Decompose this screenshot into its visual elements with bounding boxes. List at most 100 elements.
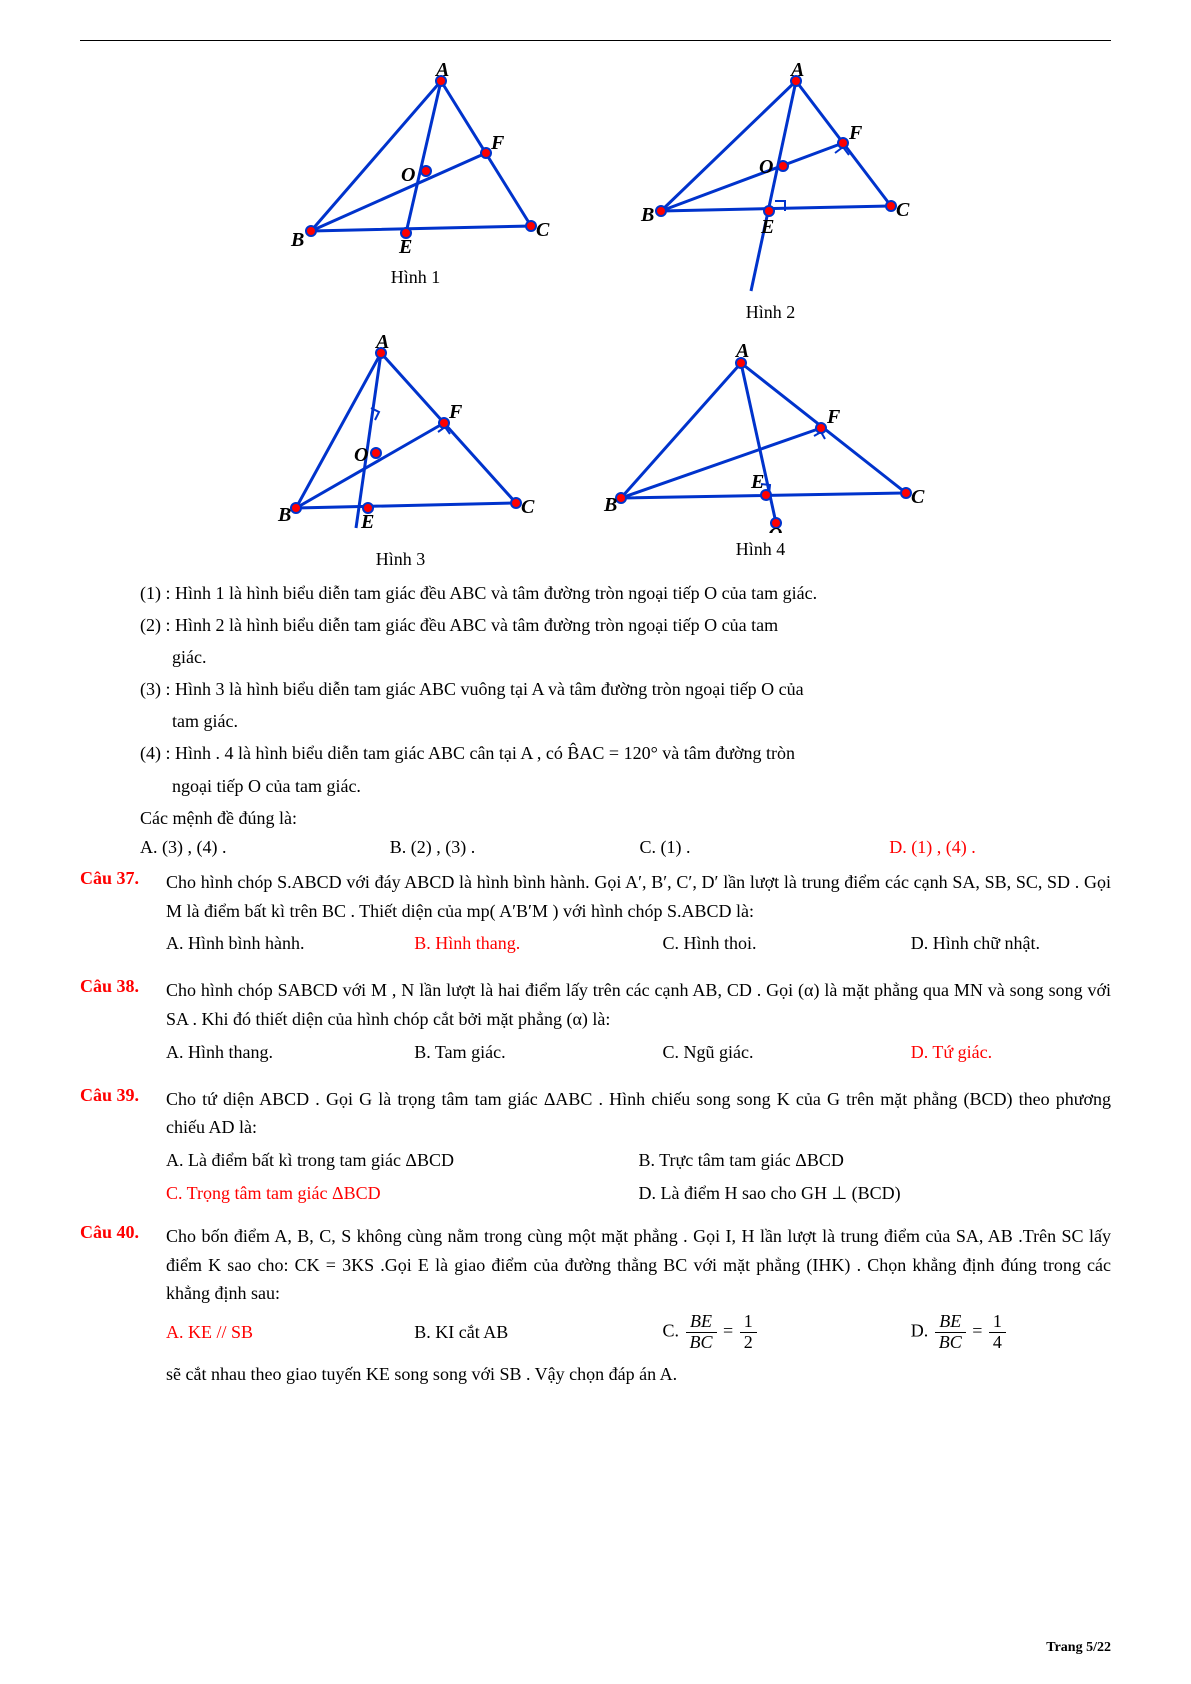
figures-row-1: A B C E F O Hình 1 — [80, 61, 1111, 323]
option-37-A: A. Hình bình hành. — [166, 929, 366, 958]
question-40-tail: sẽ cắt nhau theo giao tuyến KE song song… — [166, 1361, 1111, 1387]
figure-3: A B C E F O Hình 3 — [266, 333, 536, 570]
option-40-D-den: BC — [935, 1333, 966, 1353]
option-38-A: A. Hình thang. — [166, 1038, 366, 1067]
options-39-row2: C. Trọng tâm tam giác ΔBCD D. Là điểm H … — [166, 1179, 1111, 1208]
question-39-label: Câu 39. — [80, 1085, 166, 1212]
figure-3-caption: Hình 3 — [376, 549, 426, 570]
options-37: A. Hình bình hành. B. Hình thang. C. Hìn… — [166, 929, 1111, 958]
option-40-D-rnum: 1 — [989, 1312, 1006, 1333]
fig2-label-E: E — [760, 216, 774, 238]
fig3-label-O: O — [354, 444, 368, 466]
options-40: A. KE // SB B. KI cắt AB C. BE BC = 1 2 — [166, 1312, 1111, 1353]
figure-4-svg: A B C E F O — [596, 333, 926, 533]
option-40-C-num: BE — [686, 1312, 717, 1333]
question-40: Câu 40. Cho bốn điểm A, B, C, S không cù… — [80, 1222, 1111, 1393]
option-40-C-prefix: C. — [663, 1321, 680, 1341]
option-40-C-frac1: BE BC — [686, 1312, 717, 1353]
fig4-label-C: C — [911, 486, 925, 508]
option-40-D-prefix: D. — [911, 1321, 933, 1341]
top-rule — [80, 40, 1111, 41]
figure-2-caption: Hình 2 — [746, 302, 796, 323]
fig3-label-F: F — [448, 401, 463, 423]
option-40-C-eq: = — [723, 1321, 738, 1341]
figure-1: A B C E F O Hình 1 — [271, 61, 561, 323]
figure-4: A B C E F O Hình 4 — [596, 333, 926, 570]
option-36-A: A. (3) , (4) . — [140, 837, 342, 858]
option-38-C: C. Ngũ giác. — [663, 1038, 863, 1067]
fig2-label-O: O — [759, 156, 773, 178]
fig4-label-B: B — [603, 494, 617, 516]
figure-4-caption: Hình 4 — [736, 539, 786, 560]
options-39-row1: A. Là điểm bất kì trong tam giác ΔBCD B.… — [166, 1146, 1111, 1175]
page: A B C E F O Hình 1 — [0, 0, 1191, 1684]
option-39-C: C. Trọng tâm tam giác ΔBCD — [166, 1179, 639, 1208]
option-37-C: C. Hình thoi. — [663, 929, 863, 958]
fig1-label-O: O — [401, 164, 415, 186]
statement-3-line2: tam giác. — [172, 708, 1091, 734]
option-40-D: D. BE BC = 1 4 — [911, 1312, 1111, 1353]
figure-1-svg: A B C E F O — [271, 61, 561, 261]
statements-block: (1) : Hình 1 là hình biểu diễn tam giác … — [140, 580, 1091, 858]
option-39-D: D. Là điểm H sao cho GH ⊥ (BCD) — [639, 1179, 1112, 1208]
fig4-label-E: E — [750, 471, 764, 493]
fig1-label-A: A — [434, 61, 449, 81]
options-36: A. (3) , (4) . B. (2) , (3) . C. (1) . D… — [140, 837, 1091, 858]
statement-4-line2: ngoại tiếp O của tam giác. — [172, 773, 1091, 799]
statement-1: (1) : Hình 1 là hình biểu diễn tam giác … — [140, 580, 1091, 606]
option-36-B: B. (2) , (3) . — [390, 837, 592, 858]
fig4-label-F: F — [826, 406, 841, 428]
option-39-A: A. Là điểm bất kì trong tam giác ΔBCD — [166, 1146, 639, 1175]
statement-2-line2: giác. — [172, 644, 1091, 670]
figures-row-2: A B C E F O Hình 3 A — [80, 333, 1111, 570]
question-39: Câu 39. Cho tứ diện ABCD . Gọi G là trọn… — [80, 1085, 1111, 1212]
fig2-label-A: A — [789, 61, 804, 81]
option-37-D: D. Hình chữ nhật. — [911, 929, 1111, 958]
question-40-label: Câu 40. — [80, 1222, 166, 1393]
fig1-label-F: F — [490, 132, 505, 154]
fig2-label-C: C — [896, 199, 910, 221]
options-38: A. Hình thang. B. Tam giác. C. Ngũ giác.… — [166, 1038, 1111, 1067]
option-40-D-eq: = — [972, 1321, 987, 1341]
fig3-label-C: C — [521, 496, 535, 518]
option-40-D-num: BE — [935, 1312, 966, 1333]
fig2-label-B: B — [640, 204, 654, 226]
statement-4-line1: (4) : Hình . 4 là hình biểu diễn tam giá… — [140, 740, 1091, 766]
option-39-B: B. Trực tâm tam giác ΔBCD — [639, 1146, 1112, 1175]
fig4-label-O: O — [768, 524, 782, 533]
figure-2-svg: A B C E F O — [621, 61, 921, 296]
option-38-B: B. Tam giác. — [414, 1038, 614, 1067]
statement-3-line1: (3) : Hình 3 là hình biểu diễn tam giác … — [140, 676, 1091, 702]
option-40-B: B. KI cắt AB — [414, 1318, 614, 1347]
option-40-D-rden: 4 — [989, 1333, 1006, 1353]
figure-1-caption: Hình 1 — [391, 267, 441, 288]
fig4-label-A: A — [734, 340, 749, 362]
question-38: Câu 38. Cho hình chóp SABCD với M , N lầ… — [80, 976, 1111, 1074]
question-39-body: Cho tứ diện ABCD . Gọi G là trọng tâm ta… — [166, 1085, 1111, 1212]
option-40-C-rnum: 1 — [740, 1312, 757, 1333]
question-37: Câu 37. Cho hình chóp S.ABCD với đáy ABC… — [80, 868, 1111, 966]
option-37-B: B. Hình thang. — [414, 929, 614, 958]
fig1-label-E: E — [398, 236, 412, 258]
page-footer: Trang 5/22 — [1046, 1640, 1111, 1656]
statement-prompt: Các mệnh đề đúng là: — [140, 805, 1091, 831]
option-40-C-den: BC — [686, 1333, 717, 1353]
question-38-text: Cho hình chóp SABCD với M , N lần lượt l… — [166, 980, 1111, 1029]
fig1-label-B: B — [290, 229, 304, 251]
fig2-label-F: F — [848, 122, 863, 144]
question-40-body: Cho bốn điểm A, B, C, S không cùng nằm t… — [166, 1222, 1111, 1393]
figure-3-svg: A B C E F O — [266, 333, 536, 543]
option-36-C: C. (1) . — [640, 837, 842, 858]
option-40-D-frac1: BE BC — [935, 1312, 966, 1353]
question-38-label: Câu 38. — [80, 976, 166, 1074]
option-40-C-rden: 2 — [740, 1333, 757, 1353]
option-40-C-frac2: 1 2 — [740, 1312, 757, 1353]
option-36-D: D. (1) , (4) . — [889, 837, 1091, 858]
question-37-body: Cho hình chóp S.ABCD với đáy ABCD là hìn… — [166, 868, 1111, 966]
question-39-text: Cho tứ diện ABCD . Gọi G là trọng tâm ta… — [166, 1089, 1111, 1138]
question-37-text: Cho hình chóp S.ABCD với đáy ABCD là hìn… — [166, 872, 1111, 921]
option-40-D-frac2: 1 4 — [989, 1312, 1006, 1353]
fig3-label-B: B — [277, 504, 291, 526]
statement-2-line1: (2) : Hình 2 là hình biểu diễn tam giác … — [140, 612, 1091, 638]
fig3-label-A: A — [374, 333, 389, 353]
